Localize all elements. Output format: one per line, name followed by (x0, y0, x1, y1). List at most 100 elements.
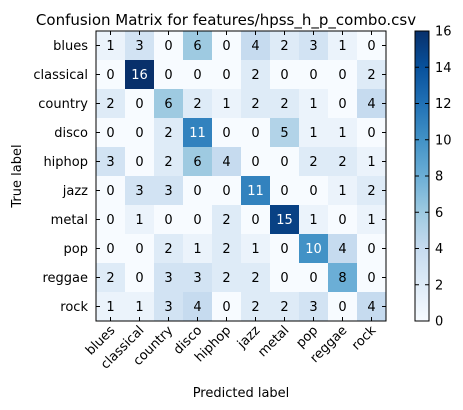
cell-value-label: 1 (338, 184, 346, 199)
cell-value-label: 1 (135, 213, 143, 228)
heatmap-cell (125, 263, 155, 293)
cell-value-label: 0 (135, 126, 143, 141)
heatmap-cell (270, 60, 300, 90)
heatmap-cell (357, 118, 387, 148)
cell-value-label: 0 (280, 242, 288, 257)
heatmap-cell (328, 118, 358, 148)
colorbar-tick-label: 4 (435, 242, 443, 257)
colorbar-ticks: 0 2 4 6 8 10 12 14 16 (415, 25, 452, 330)
heatmap-cell (125, 31, 155, 61)
cell-value-label: 1 (309, 126, 317, 141)
heatmap-cell (154, 176, 184, 206)
heatmap-cell (328, 234, 358, 264)
heatmap-cell (212, 292, 242, 322)
y-tick-label: reggae (42, 271, 88, 286)
heatmap-cell (299, 89, 329, 119)
cell-value-label: 2 (338, 155, 346, 170)
heatmap-cell (270, 31, 300, 61)
heatmap-cell (299, 176, 329, 206)
cell-value-label: 0 (135, 271, 143, 286)
cell-value-label: 2 (280, 39, 288, 54)
heatmap-cell (357, 292, 387, 322)
y-axis-ticks: blues classical country disco hiphop jazz meta… (33, 39, 386, 315)
heatmap-cell (154, 205, 184, 235)
heatmap-cell (357, 147, 387, 177)
heatmap-cell (212, 60, 242, 90)
heatmap-cell (125, 292, 155, 322)
chart-title: Confusion Matrix for features/hpss_h_p_c… (36, 11, 416, 30)
heatmap-cell (154, 147, 184, 177)
y-tick-label: classical (33, 68, 88, 83)
x-tick-label: metal (255, 323, 292, 360)
cell-value-label: 3 (164, 271, 172, 286)
heatmap-cell (154, 31, 184, 61)
cell-value-label: 0 (338, 97, 346, 112)
heatmap-cell (328, 176, 358, 206)
colorbar-tick-label: 14 (435, 61, 452, 76)
heatmap-cell (125, 89, 155, 119)
heatmap-cell (125, 205, 155, 235)
heatmap-cell-labels: 1 3 0 6 0 4 2 3 1 00 16 0 0 0 2 0 0 0 22 0 6 2 1 2 2 1 0 40 0 2 11 0 0 5 1… (106, 39, 375, 315)
heatmap-cell (212, 205, 242, 235)
cell-value-label: 10 (305, 242, 322, 257)
heatmap-cell (212, 31, 242, 61)
heatmap-cell (241, 118, 271, 148)
heatmap-cell (357, 205, 387, 235)
cell-value-label: 2 (222, 271, 230, 286)
heatmap-cell (212, 89, 242, 119)
heatmap-cell (96, 176, 126, 206)
heatmap-cell (328, 205, 358, 235)
cell-value-label: 1 (106, 300, 114, 315)
heatmap-cell (96, 292, 126, 322)
heatmap-cell (183, 118, 213, 148)
heatmap-cell (125, 147, 155, 177)
cell-value-label: 0 (251, 155, 259, 170)
cell-value-label: 0 (280, 68, 288, 83)
cell-value-label: 2 (164, 242, 172, 257)
heatmap-cell (96, 205, 126, 235)
heatmap-cell (96, 118, 126, 148)
cell-value-label: 1 (106, 39, 114, 54)
heatmap-cell (299, 263, 329, 293)
cell-value-label: 0 (222, 184, 230, 199)
x-tick-label: rock (349, 323, 380, 354)
cell-value-label: 0 (193, 184, 201, 199)
cell-value-label: 3 (164, 184, 172, 199)
plot-frame (95, 30, 387, 322)
cell-value-label: 4 (193, 300, 201, 315)
cell-value-label: 6 (164, 97, 172, 112)
cell-value-label: 1 (338, 126, 346, 141)
cell-value-label: 2 (164, 155, 172, 170)
heatmap-cell (183, 89, 213, 119)
cell-value-label: 1 (135, 300, 143, 315)
cell-value-label: 4 (338, 242, 346, 257)
heatmap-cell (183, 31, 213, 61)
heatmap-cell (96, 234, 126, 264)
heatmap-cell (357, 60, 387, 90)
cell-value-label: 0 (280, 184, 288, 199)
heatmap-cell (270, 263, 300, 293)
cell-value-label: 0 (222, 39, 230, 54)
cell-value-label: 4 (367, 300, 375, 315)
cell-value-label: 15 (276, 213, 293, 228)
cell-value-label: 2 (193, 97, 201, 112)
colorbar-tick-label: 6 (435, 206, 443, 221)
heatmap-cell (212, 118, 242, 148)
heatmap-cell (241, 60, 271, 90)
cell-value-label: 3 (309, 39, 317, 54)
colorbar-tick-label: 0 (435, 315, 443, 330)
heatmap-cell (299, 205, 329, 235)
heatmap-cell (270, 234, 300, 264)
heatmap-cell (328, 147, 358, 177)
cell-value-label: 2 (251, 300, 259, 315)
y-tick-label: blues (53, 39, 88, 54)
heatmap-cell (183, 176, 213, 206)
heatmap-cell (270, 118, 300, 148)
y-tick-label: rock (60, 300, 88, 315)
heatmap-cell (183, 147, 213, 177)
heatmap-cell (96, 89, 126, 119)
cell-value-label: 0 (309, 184, 317, 199)
cell-value-label: 2 (106, 271, 114, 286)
cell-value-label: 3 (106, 155, 114, 170)
y-tick-label: jazz (62, 184, 88, 199)
